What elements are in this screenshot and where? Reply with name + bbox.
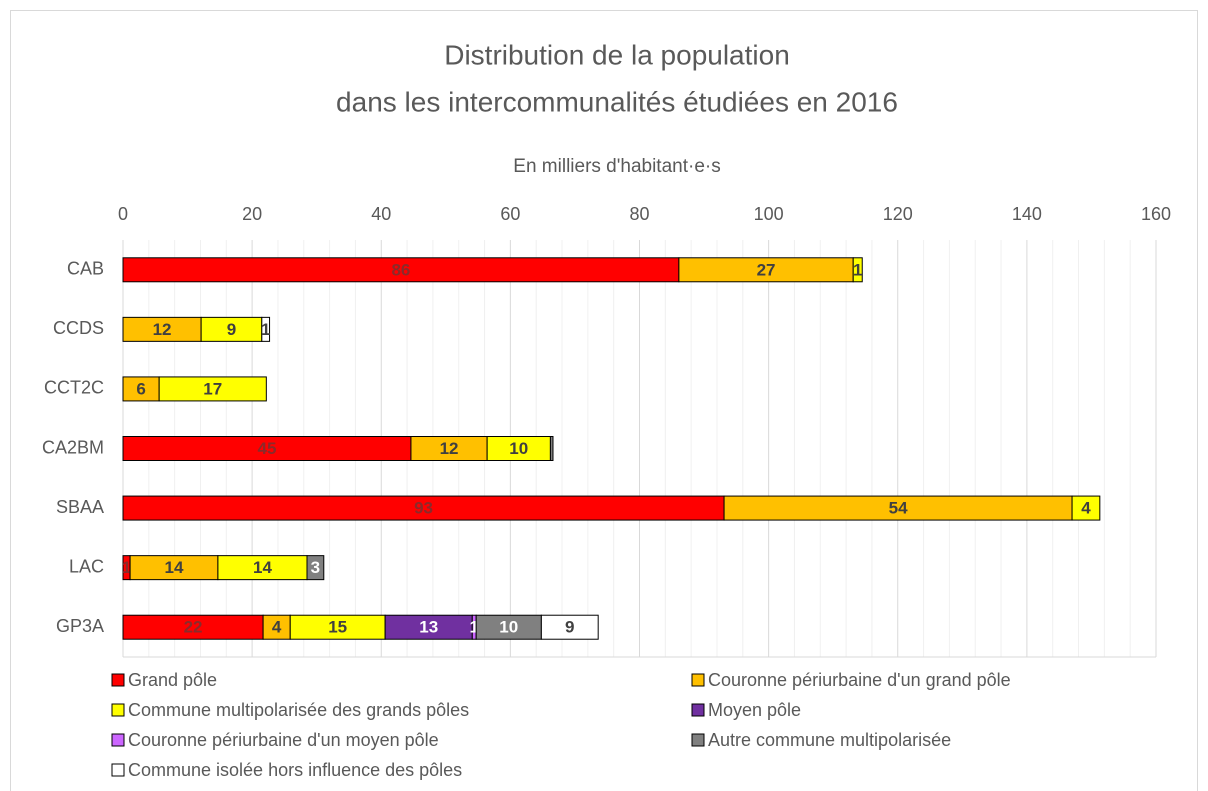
data-label: 86 [391,260,410,279]
legend-swatch [111,763,125,777]
bar-segment [1071,495,1101,521]
data-label: 54 [889,499,908,518]
legend-label: Commune multipolarisée des grands pôles [128,700,469,720]
bar-segment [549,436,554,461]
legend-swatch [111,703,125,717]
data-label: 15 [328,618,347,637]
legend-swatch [691,703,705,717]
data-label: 12 [440,439,459,458]
data-label: 14 [165,558,184,577]
x-tick-label: 0 [118,204,128,224]
x-tick-label: 100 [754,204,784,224]
data-label: 1 [122,558,131,577]
x-tick-label: 40 [371,204,391,224]
chart-subtitle: En milliers d'habitant·e·s [513,156,720,177]
y-tick-label: CCDS [53,318,104,338]
legend-label: Couronne périurbaine d'un grand pôle [708,670,1011,690]
legend-swatch [691,673,705,687]
y-tick-label: LAC [69,556,104,576]
bar-segment [306,555,325,581]
legend-swatch [111,733,125,747]
chart-title: Distribution de la population [444,39,790,70]
data-label: 4 [272,618,282,637]
legend-label: Autre commune multipolarisée [708,730,951,750]
x-tick-label: 60 [500,204,520,224]
chart-title: dans les intercommunalités étudiées en 2… [336,86,898,117]
legend-label: Commune isolée hors influence des pôles [128,760,462,780]
data-label: 17 [203,379,222,398]
data-label: 27 [757,260,776,279]
data-label: 1 [853,260,862,279]
bar-segment [122,614,264,640]
bar-segment [129,555,219,581]
bar-segment [261,316,271,342]
data-label: 6 [136,379,145,398]
y-tick-label: SBAA [56,497,104,517]
bar-segment [678,257,854,283]
y-tick-label: GP3A [56,616,104,636]
bar-segment [262,614,291,640]
bar-segment [122,316,202,342]
legend-label: Couronne périurbaine d'un moyen pôle [128,730,439,750]
bar-segment [723,495,1073,521]
bar-segment [122,436,412,461]
x-tick-label: 20 [242,204,262,224]
data-label: 9 [227,320,236,339]
x-tick-label: 140 [1012,204,1042,224]
bar-segment [410,436,488,461]
data-label: 14 [253,558,272,577]
x-tick-label: 80 [629,204,649,224]
y-tick-label: CCT2C [44,378,104,398]
y-tick-label: CA2BM [42,437,104,457]
y-tick-label: CAB [67,259,104,279]
data-label: 9 [565,618,574,637]
legend-label: Grand pôle [128,670,217,690]
data-label: 10 [509,439,528,458]
data-label: 13 [419,618,438,637]
bar-segment [158,376,267,402]
data-label: 12 [153,320,172,339]
data-label: 10 [499,618,518,637]
bar-segment [289,614,386,640]
x-tick-label: 120 [883,204,913,224]
x-tick-label: 160 [1141,204,1171,224]
data-label: 93 [414,499,433,518]
legend-swatch [111,673,125,687]
legend-label: Moyen pôle [708,700,801,720]
bar-segment [852,257,863,283]
data-label: 22 [184,618,203,637]
data-label: 4 [1081,499,1091,518]
bar-segment [217,555,308,581]
data-label: 1 [469,618,478,637]
data-label: 1 [261,320,270,339]
legend-swatch [691,733,705,747]
data-label: 3 [311,558,320,577]
bar-segment [540,614,599,640]
data-label: 45 [258,439,277,458]
